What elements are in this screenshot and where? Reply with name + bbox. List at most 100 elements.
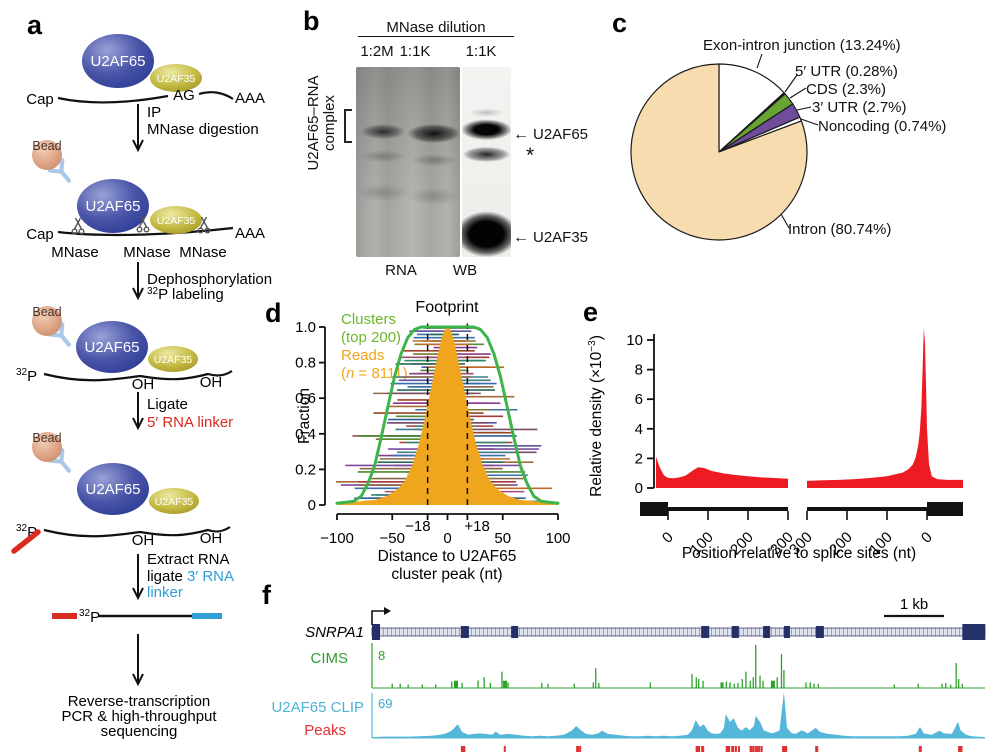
clip-max-value: 69	[378, 696, 392, 711]
aaa-label: AAA	[235, 225, 265, 242]
gene-exon	[460, 626, 469, 638]
y-tick-label: 0	[635, 480, 643, 497]
peak-mark	[958, 746, 962, 752]
density-area-right	[807, 328, 963, 488]
panel-letter-f: f	[262, 580, 271, 610]
mnase-label: MNase	[179, 244, 227, 261]
panel-letter-e: e	[583, 297, 599, 327]
panel-letter-a: a	[27, 10, 43, 40]
arrow-sequencing	[132, 634, 144, 687]
peak-mark	[463, 746, 466, 752]
left-arrow-icon: ←	[513, 126, 529, 143]
y-axis-label: Fraction	[296, 388, 313, 444]
peak-mark	[918, 746, 922, 752]
peak-mark	[460, 746, 464, 752]
y-tick-label: 0	[308, 497, 316, 514]
linker5-rna-segment	[52, 613, 77, 619]
rt-line1: Reverse-transcription	[68, 693, 211, 710]
bead-label: Bead	[32, 305, 61, 319]
p-labeling-text: P labeling	[158, 286, 224, 303]
arrow-ip	[132, 104, 144, 153]
lane-label-2: 1:1K	[399, 43, 431, 60]
panel-f-tracks: SNRPA1 CIMS U2AF65 CLIP Peaks 8 69 1 kb	[271, 596, 986, 752]
p-text: P	[90, 609, 100, 626]
exon-bar-left	[640, 502, 668, 516]
rna-line	[57, 226, 234, 237]
peak-mark	[782, 746, 787, 752]
peak-mark	[579, 746, 582, 752]
sup-32: 32	[147, 286, 159, 297]
reads-density-area	[337, 327, 558, 505]
y-tick-label: 6	[635, 391, 643, 408]
u2af35-protein	[150, 206, 202, 234]
footprint-plot-area: 0 0.2 0.4 0.6 0.8 1.0 −100 −50−18 0 +18 50 100	[295, 319, 570, 547]
rna-line	[43, 526, 231, 538]
gene-exon	[783, 626, 790, 638]
panel-letter-b: b	[303, 6, 320, 36]
intron-line-left	[668, 507, 788, 511]
mnase-label: MNase	[123, 244, 171, 261]
peak-mark	[758, 746, 761, 752]
u2af65-band-text: U2AF65	[533, 126, 589, 143]
y-tick-label: 2	[635, 450, 643, 467]
n-rest: = 8111)	[354, 365, 407, 382]
ylabel-close: )	[588, 335, 605, 340]
u2af65-protein	[77, 463, 149, 515]
peaks-track	[460, 746, 963, 752]
header-underline	[358, 20, 514, 37]
mnase-digestion-label: MNase digestion	[147, 121, 259, 138]
u2af35-protein	[148, 346, 198, 372]
p-text: P	[27, 524, 37, 541]
ip-label: IP	[147, 104, 161, 121]
intron-line-right	[807, 507, 927, 511]
legend-reads: Reads	[341, 347, 384, 364]
autoradiograph-gel	[356, 67, 460, 257]
panel-a-schematic: U2AF65 U2AF35 Cap AG AAA IP MNase digest…	[11, 34, 272, 740]
complex-side-label: U2AF65–RNA complex	[305, 48, 338, 198]
x-axis-label-2: cluster peak (nt)	[391, 566, 502, 583]
bead	[32, 432, 62, 462]
u2af35-protein	[150, 64, 202, 92]
sup-32: 32	[16, 367, 28, 378]
oh-label: OH	[132, 532, 155, 549]
linker3-rna-segment	[192, 613, 222, 619]
pie-slice-exon-intron-junction	[718, 63, 785, 153]
clip-track-label: U2AF65 CLIP	[271, 699, 364, 716]
mnase-label: MNase	[51, 244, 99, 261]
wb-gel-label: WB	[452, 262, 478, 279]
u2af65-label: U2AF65	[90, 53, 145, 70]
p32-label: 32P	[16, 367, 37, 385]
x-axis-label-1: Distance to U2AF65	[378, 548, 517, 565]
u2af35-label: U2AF35	[154, 354, 193, 366]
lane-label-3: 1:1K	[465, 43, 497, 60]
x-tick-label: 0	[918, 529, 936, 547]
density-area-left	[656, 456, 788, 488]
peaks-track-label: Peaks	[304, 722, 346, 739]
y-tick-label: 8	[635, 362, 643, 379]
peak-mark	[815, 746, 819, 752]
rt-line2: PCR & high-throughput	[61, 708, 217, 725]
scissors-icon	[71, 217, 85, 235]
gene-exon	[701, 626, 710, 638]
x-tick-label: +18	[464, 518, 489, 535]
panel-letter-d: d	[265, 298, 282, 328]
legend-clusters-1: Clusters	[341, 311, 396, 328]
side-label-line2: complex	[321, 95, 338, 151]
pie-slices	[630, 63, 808, 241]
pie-label-noncoding: Noncoding (0.74%)	[818, 118, 947, 135]
peak-mark	[760, 746, 763, 752]
u2af35-label: U2AF35	[157, 73, 196, 85]
sup-32: 32	[79, 608, 91, 619]
tss-arrow	[371, 610, 384, 625]
arrow-ligate5	[132, 392, 144, 431]
peak-mark	[755, 746, 759, 752]
u2af65-protein	[76, 321, 148, 373]
u2af65-label: U2AF65	[85, 198, 140, 215]
cims-track-label: CIMS	[311, 650, 349, 667]
gene-exon	[962, 624, 986, 640]
ligate3-black: ligate	[147, 568, 187, 585]
cims-max-value: 8	[378, 648, 385, 663]
